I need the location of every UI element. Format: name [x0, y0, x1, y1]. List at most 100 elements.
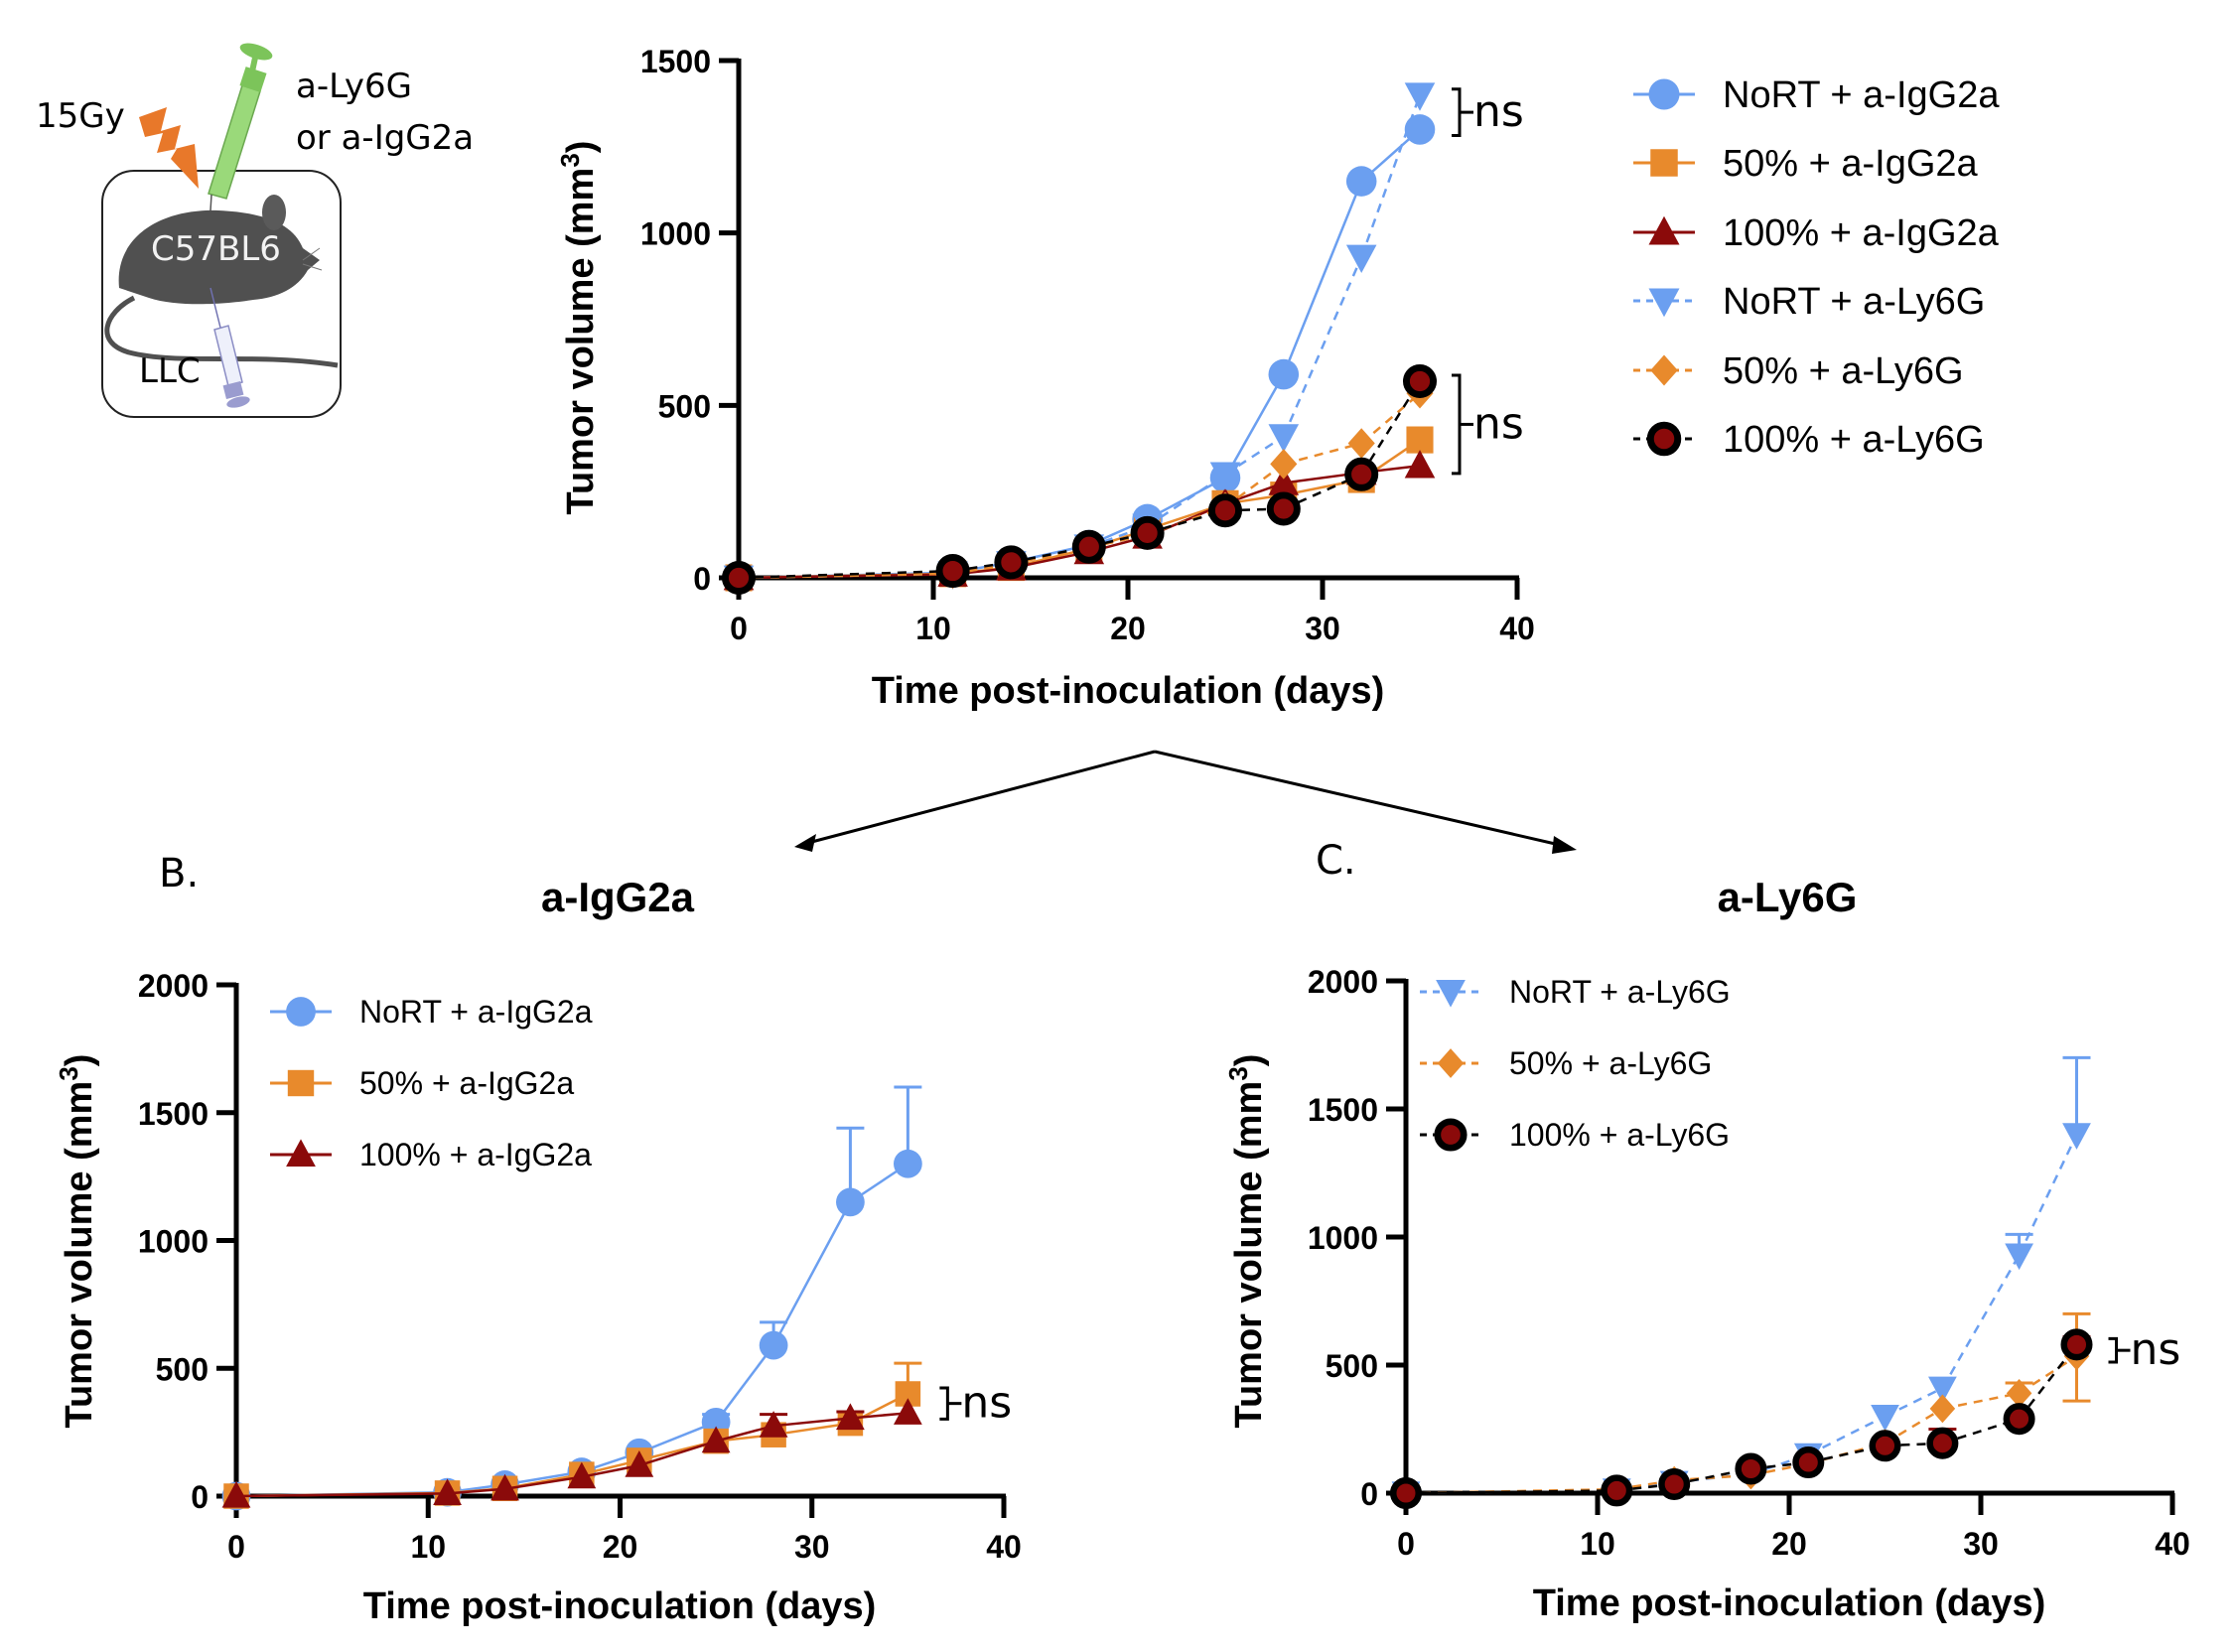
legend-symbol — [1646, 421, 1682, 457]
data-point — [759, 1411, 788, 1438]
radiation-bolt-icon — [139, 107, 199, 189]
series-nort-a-ly6g — [1391, 1055, 2091, 1509]
x-tick-label: 40 — [1499, 611, 1535, 646]
chart-c-axes: 0 10 20 30 40 0 500 1000 1500 2000 — [1308, 964, 2190, 1562]
data-point — [1928, 1376, 1957, 1404]
series-line-segment — [447, 1487, 505, 1495]
legend-label: 50% + a-IgG2a — [1723, 143, 1979, 185]
series-line-segment — [850, 1412, 909, 1420]
series-line-segment — [1283, 442, 1362, 466]
legend-item-50-ly6g: 50% + a-Ly6G — [1420, 1045, 1712, 1081]
legend-item-100-igg2a: 100% + a-IgG2a — [1633, 212, 2000, 254]
y-tick-label: 2000 — [1308, 964, 1378, 1000]
chart-a-axes: 0 10 20 30 40 0 500 1000 1500 — [640, 44, 1535, 646]
series-line-segment — [1224, 463, 1285, 508]
series-nort-a-igg2a — [723, 114, 1436, 594]
data-point — [1871, 1405, 1899, 1432]
data-point — [1347, 428, 1375, 459]
y-tick-label: 2000 — [138, 968, 209, 1004]
chart-b-legend: NoRT + a-IgG2a 50% + a-IgG2a 100% + a-Ig… — [270, 994, 593, 1172]
data-point — [701, 1426, 731, 1453]
data-point — [2003, 1403, 2035, 1436]
legend-symbol — [1434, 1118, 1468, 1152]
chart-c-legend: NoRT + a-Ly6G 50% + a-Ly6G 100% + a-Ly6G — [1420, 974, 1731, 1153]
data-point — [1404, 450, 1436, 479]
chart-b: 0 10 20 30 40 0 500 1000 1500 2000 ns Tumor volum… — [54, 968, 1022, 1627]
series-line-segment — [638, 1440, 717, 1467]
data-point — [1404, 82, 1436, 111]
series-line-segment — [1224, 435, 1285, 476]
series-line-segment — [715, 1344, 775, 1424]
data-point — [1926, 1427, 1959, 1459]
chart-a-y-axis-title: Tumor volume (mm3) — [555, 141, 602, 515]
legend-label: 100% + a-IgG2a — [1723, 212, 2000, 254]
legend-marker-icon — [1420, 1048, 1481, 1078]
series-line-segment — [1223, 373, 1285, 479]
x-tick-label: 20 — [603, 1529, 638, 1565]
tumor-label: LLC — [139, 351, 201, 391]
legend-symbol — [1436, 980, 1466, 1008]
data-point — [490, 1473, 519, 1501]
legend-label: 50% + a-Ly6G — [1723, 350, 1964, 392]
dose-label: 15Gy — [36, 96, 125, 136]
legend-label: NoRT + a-IgG2a — [359, 994, 593, 1030]
series-100-a-ly6g — [721, 364, 1438, 596]
legend-marker-icon — [1633, 421, 1695, 457]
chart-b-x-axis-title: Time post-inoculation (days) — [363, 1585, 877, 1627]
bracket — [2108, 1336, 2118, 1364]
data-point — [1406, 426, 1434, 454]
data-point — [935, 554, 970, 589]
series-line-segment — [1942, 1392, 2020, 1411]
antibody-label-line1: a-Ly6G — [296, 67, 412, 106]
data-point — [2006, 1378, 2032, 1408]
series-line-segment — [738, 569, 953, 580]
data-point — [836, 1187, 865, 1217]
series-line-segment — [1360, 392, 1421, 445]
legend-marker-icon — [1633, 149, 1695, 177]
y-tick-label: 500 — [658, 388, 711, 424]
series-100-a-igg2a — [723, 450, 1436, 591]
chart-c-ylabel-sup: 3 — [1223, 1066, 1253, 1080]
data-point — [1207, 493, 1243, 528]
chart-a: 0 10 20 30 40 0 500 1000 1500 ns ns Tumor volume … — [555, 44, 2000, 712]
chart-a-x-axis-title: Time post-inoculation (days) — [872, 670, 1385, 712]
legend-item-50-igg2a: 50% + a-IgG2a — [270, 1065, 574, 1101]
panel-b-title: a-IgG2a — [541, 874, 695, 920]
y-tick-label: 1500 — [640, 44, 711, 79]
series-100-a-igg2a — [221, 1398, 922, 1508]
data-point — [2062, 1123, 2091, 1150]
chart-c-series: ns — [1389, 1055, 2180, 1510]
chart-a-ylabel-close: ) — [560, 141, 602, 154]
chart-a-ylabel-text: Tumor volume (mm — [560, 168, 602, 515]
data-point — [567, 1461, 597, 1489]
panel-c-title: a-Ly6G — [1718, 874, 1858, 920]
data-point — [1869, 1430, 1901, 1462]
legend-item-nort-ly6g: NoRT + a-Ly6G — [1633, 281, 1985, 323]
legend-marker-icon — [1633, 288, 1695, 318]
legend-item-50-ly6g: 50% + a-Ly6G — [1633, 350, 1964, 392]
x-tick-label: 20 — [1110, 611, 1146, 646]
bracket — [1452, 87, 1462, 137]
data-point — [1268, 424, 1300, 453]
data-point — [221, 1480, 251, 1508]
series-line-segment — [1405, 1489, 1617, 1495]
chart-c-y-axis-title: Tumor volume (mm3) — [1223, 1054, 1270, 1429]
data-point — [1268, 358, 1300, 390]
series-line-segment — [504, 1475, 583, 1491]
y-tick-label: 1500 — [1308, 1092, 1378, 1128]
x-tick-label: 0 — [227, 1529, 245, 1565]
data-point — [893, 1149, 922, 1178]
legend-symbol — [1648, 288, 1680, 318]
legend-marker-icon — [1633, 354, 1695, 386]
arrow-to-c — [1154, 750, 1565, 848]
data-point — [1929, 1394, 1956, 1424]
legend-symbol — [287, 1069, 315, 1097]
mouse-strain-label: C57BL6 — [151, 229, 281, 269]
legend-symbol — [286, 997, 316, 1027]
split-arrows — [794, 750, 1577, 854]
ns-label: ns — [1473, 398, 1524, 449]
data-point — [836, 1403, 865, 1431]
chart-a-series: ns ns — [721, 82, 1524, 596]
x-tick-label: 0 — [730, 611, 748, 646]
